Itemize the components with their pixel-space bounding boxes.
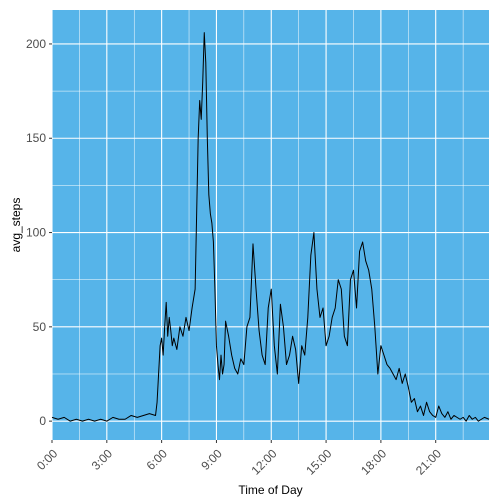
plot-panel: [52, 10, 489, 440]
x-tick-label: 6:00: [144, 446, 171, 473]
avg-steps-series-line: [51, 32, 490, 422]
y-axis-title: avg_steps: [9, 198, 23, 253]
x-tick-label: 3:00: [89, 446, 116, 473]
y-tick-label: 150: [26, 131, 46, 145]
x-axis-title: Time of Day: [238, 483, 302, 497]
x-tick-label: 9:00: [198, 446, 225, 473]
y-tick-label: 100: [26, 226, 46, 240]
major-gridlines: [51, 10, 489, 440]
x-tick-label: 12:00: [248, 446, 279, 477]
y-tick-label: 50: [33, 320, 47, 334]
x-tick-label: 0:00: [34, 446, 61, 473]
minor-gridlines: [52, 10, 489, 440]
y-axis: 0 50 100 150 200: [26, 37, 52, 428]
series-layer: [51, 32, 490, 422]
x-tick-label: 21:00: [413, 446, 444, 477]
x-tick-label: 18:00: [358, 446, 389, 477]
y-tick-label: 200: [26, 37, 46, 51]
x-axis: 0:00 3:00 6:00 9:00 12:00 15:00 18:00 21:00: [34, 440, 444, 478]
y-tick-label: 0: [39, 414, 46, 428]
x-tick-label: 15:00: [303, 446, 334, 477]
